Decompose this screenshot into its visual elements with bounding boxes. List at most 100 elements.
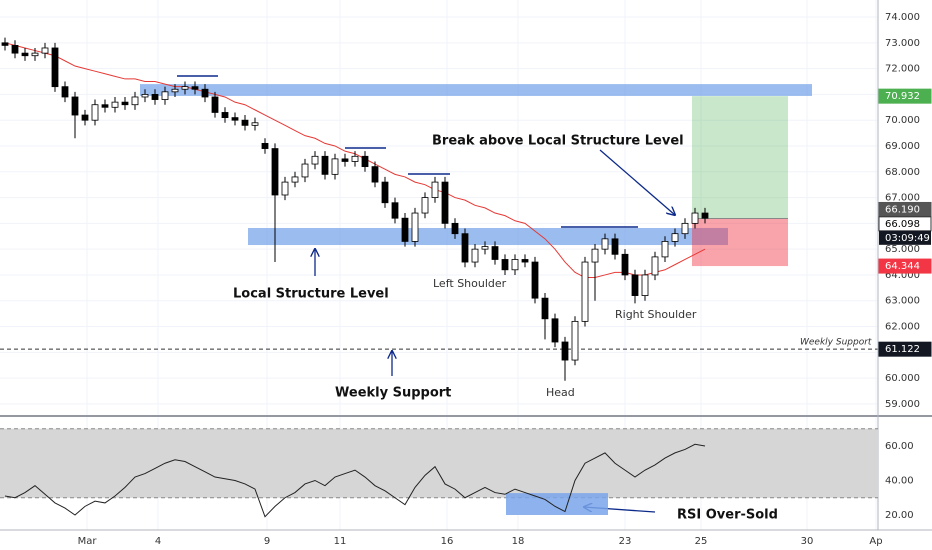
candle-body	[231, 117, 239, 121]
candle-body	[571, 320, 579, 361]
annotation: RSI Over-Sold	[677, 508, 778, 523]
candle-body	[301, 163, 309, 178]
candle-body	[21, 52, 29, 57]
candle-body	[111, 101, 119, 108]
candle-body	[291, 176, 299, 183]
candle-body	[391, 202, 399, 219]
candle-body	[561, 341, 569, 361]
candle-body	[191, 86, 199, 90]
candle-body	[701, 212, 709, 219]
rsi-tick-label: 60.00	[885, 441, 914, 452]
candle-body	[471, 248, 479, 263]
zone	[140, 84, 812, 96]
y-tick-label: 72.000	[885, 64, 920, 75]
annotation: Left Shoulder	[433, 277, 507, 290]
annotation: Head	[546, 386, 575, 399]
candle-body	[261, 143, 269, 149]
stop-zone	[692, 218, 788, 267]
candle-body	[371, 166, 379, 183]
candle-body	[481, 246, 489, 250]
candle-body	[171, 88, 179, 93]
candle-body	[211, 96, 219, 113]
annotation: Right Shoulder	[615, 308, 697, 321]
x-tick-label: 16	[441, 536, 454, 547]
rsi-zone	[506, 493, 608, 515]
x-tick-label: 25	[695, 536, 708, 547]
candle-body	[681, 222, 689, 235]
candle-body	[381, 181, 389, 204]
candle-body	[531, 261, 539, 299]
annotation: Weekly Support	[335, 386, 451, 401]
candle-body	[691, 212, 699, 224]
price-badge-label: 70.932	[885, 91, 920, 102]
price-badge	[878, 88, 932, 104]
pane-separator	[0, 415, 932, 417]
x-tick-label: 11	[334, 536, 347, 547]
candle-body	[311, 155, 319, 165]
candle-body	[121, 101, 129, 106]
price-badge-label: 66.190	[885, 204, 920, 215]
price-badge-label: 64.344	[885, 261, 920, 272]
candle-body	[61, 86, 69, 98]
candle-body	[271, 148, 279, 196]
x-tick-label: 23	[619, 536, 632, 547]
y-tick-label: 69.000	[885, 141, 920, 152]
y-tick-label: 59.000	[885, 399, 920, 410]
x-tick-label: Mar	[78, 536, 98, 547]
candle-body	[251, 122, 259, 126]
candle-body	[151, 94, 159, 100]
annotation: Local Structure Level	[233, 287, 389, 302]
rsi-tick-label: 20.00	[885, 510, 914, 521]
candle-body	[161, 91, 169, 100]
candle-body	[651, 256, 659, 276]
candle-body	[521, 259, 529, 263]
candle-body	[141, 94, 149, 98]
candle-body	[591, 248, 599, 263]
candle-body	[641, 274, 649, 296]
rsi-band	[0, 428, 878, 498]
rsi-tick-label: 40.00	[885, 475, 914, 486]
y-tick-label: 62.000	[885, 322, 920, 333]
price-badge	[878, 341, 932, 357]
y-tick-label: 60.000	[885, 373, 920, 384]
candle-body	[451, 222, 459, 235]
candle-body	[241, 119, 249, 126]
candle-body	[491, 246, 499, 260]
candle-body	[621, 253, 629, 276]
candle-body	[581, 261, 589, 322]
candle-body	[421, 197, 429, 214]
x-tick-label: 18	[512, 536, 525, 547]
candle-body	[31, 52, 39, 57]
x-tick-label: Ap	[869, 536, 882, 547]
candle-body	[331, 158, 339, 175]
x-tick-label: 30	[801, 536, 814, 547]
price-badge	[878, 258, 932, 274]
candle-body	[541, 297, 549, 320]
candle-body	[401, 217, 409, 242]
candle-body	[51, 47, 59, 88]
candle-body	[511, 259, 519, 271]
candle-body	[181, 86, 189, 90]
candle-body	[361, 155, 369, 168]
y-tick-label: 73.000	[885, 38, 920, 49]
x-tick-label: 4	[155, 536, 161, 547]
y-tick-label: 68.000	[885, 167, 920, 178]
x-tick-label: 9	[264, 536, 270, 547]
candle-body	[441, 181, 449, 224]
candle-body	[611, 238, 619, 255]
candle-body	[321, 155, 329, 175]
candle-body	[411, 212, 419, 242]
arrow	[599, 149, 675, 215]
candle-body	[11, 44, 19, 54]
candle-body	[131, 96, 139, 106]
candle-body	[431, 181, 439, 198]
y-tick-label: 64.000	[885, 270, 920, 281]
candle-body	[1, 42, 9, 46]
price-badge-label: 66.098	[885, 219, 920, 230]
price-badge-label: 61.122	[885, 344, 920, 355]
countdown-badge	[879, 230, 931, 245]
y-tick-label: 74.000	[885, 12, 920, 23]
candle-body	[101, 104, 109, 108]
candle-body	[501, 259, 509, 271]
